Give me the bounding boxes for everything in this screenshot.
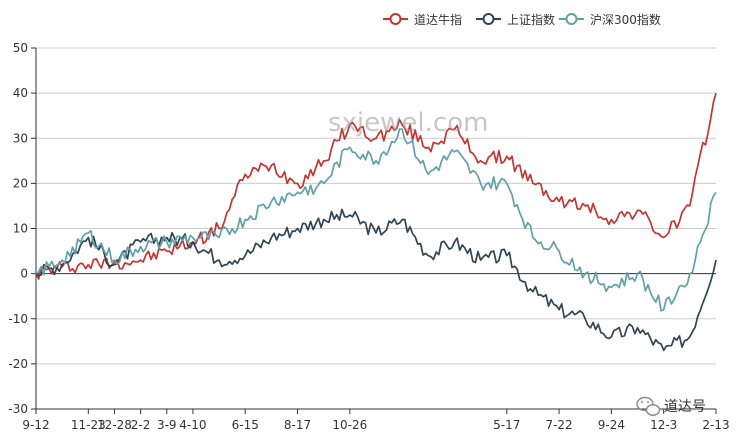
y-tick-label: 40 [13,86,28,100]
legend-label: 上证指数 [507,12,555,27]
series-line-3 [35,128,717,312]
x-tick-label: 7-22 [545,418,572,432]
x-axis-ticks: 9-12 11-23 2-2 4-10 6-15 8-17 10-26 12-28 3-9 5-1… [22,409,730,432]
x-tick-label: 2-2 [131,418,151,432]
x-tick-label: 4-10 [179,418,206,432]
y-tick-label: 30 [13,131,28,145]
legend-item-1[interactable]: 道达牛指 [383,12,462,27]
legend-item-3[interactable]: 沪深300指数 [559,12,661,27]
y-tick-label: -10 [8,312,28,326]
legend-label: 道达牛指 [414,12,462,27]
watermark: sxjewel.com [328,108,488,138]
y-tick-label: 10 [13,222,28,236]
legend-marker [389,13,402,25]
y-tick-label: -20 [8,357,28,371]
brand-name: 道达号 [664,399,706,415]
series-line-1 [35,92,717,280]
wechat-icon [636,396,661,416]
x-tick-label: 12-28 [97,418,132,432]
y-tick-label: 50 [13,41,28,55]
x-tick-label: 2-13 [702,418,729,432]
series-line-2 [35,208,717,352]
brand-badge: 道达号 [636,396,706,416]
legend: 道达牛指 上证指数 沪深300指数 [383,12,661,27]
legend-item-2[interactable]: 上证指数 [476,12,555,27]
x-tick-label: 8-17 [284,418,311,432]
y-tick-label: 0 [20,267,28,281]
legend-label: 沪深300指数 [590,12,661,27]
x-tick-label: 10-26 [332,418,367,432]
x-tick-label: 12-3 [650,418,677,432]
x-tick-label: 3-9 [157,418,177,432]
x-tick-label: 11-23 [71,418,106,432]
grid-layer [36,47,716,365]
legend-marker [565,13,578,25]
legend-marker [482,13,495,25]
y-tick-label: 20 [13,176,28,190]
x-tick-label: 9-24 [598,418,625,432]
x-tick-label: 5-17 [493,418,520,432]
x-tick-label: 9-12 [22,418,49,432]
y-tick-label: -30 [8,402,28,416]
y-axis-ticks: 50 40 30 20 10 0 -10 -20 -30 [8,41,36,416]
x-tick-label: 6-15 [232,418,259,432]
series-layer [35,92,717,352]
